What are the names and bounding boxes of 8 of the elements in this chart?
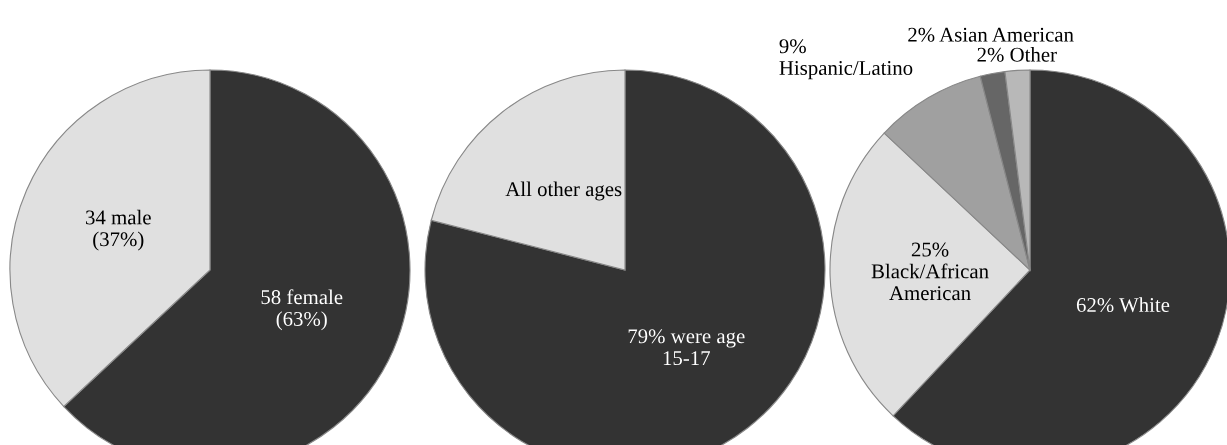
- slice-label: All other ages: [505, 181, 622, 201]
- slice-label: 79% were age 15-17: [628, 329, 745, 366]
- slice-label: 58 female (63%): [261, 289, 343, 331]
- slice-label: 62% White: [1076, 297, 1170, 313]
- slice-label: 2% Other: [977, 47, 1057, 62]
- slice-label: 34 male (37%): [86, 209, 151, 251]
- slice-label: 25% Black/African American: [871, 242, 989, 301]
- slice-label: 2% Asian American: [908, 27, 1074, 42]
